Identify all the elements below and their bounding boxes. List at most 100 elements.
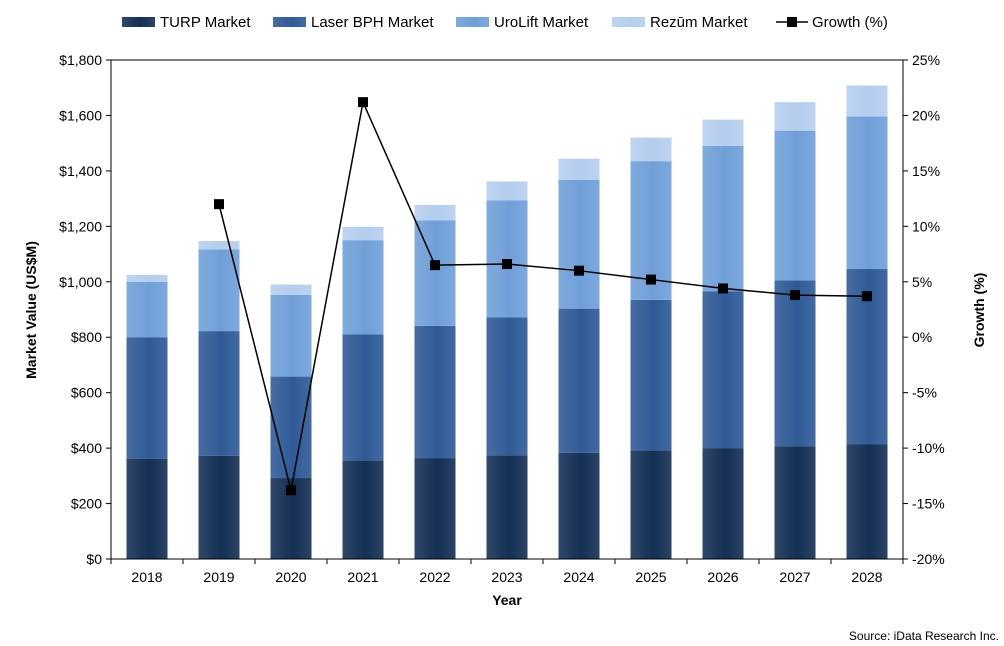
- bar-laser-bph-market-2018: [126, 337, 168, 459]
- bar-laser-bph-market-2022: [414, 325, 456, 459]
- y2-tick-label: 5%: [912, 274, 932, 290]
- bar-turp-market-2027: [774, 446, 816, 559]
- x-tick-label: 2028: [851, 569, 882, 585]
- bar-turp-market-2022: [414, 458, 456, 559]
- bar-rez-m-market-2022: [414, 204, 456, 221]
- x-tick-label: 2020: [275, 569, 306, 585]
- x-tick-label: 2025: [635, 569, 666, 585]
- growth-marker-2019: [214, 199, 224, 210]
- y-tick-label: $1,800: [59, 52, 102, 68]
- legend-label-0: TURP Market: [160, 14, 251, 31]
- y2-tick-label: -5%: [912, 385, 937, 401]
- bar-laser-bph-market-2027: [774, 280, 816, 447]
- x-axis-title: Year: [492, 592, 522, 608]
- bar-rez-m-market-2019: [198, 241, 240, 250]
- growth-marker-2025: [646, 274, 656, 285]
- growth-marker-2026: [718, 283, 728, 294]
- y-tick-label: $1,000: [59, 274, 102, 290]
- y2-tick-label: 25%: [912, 52, 940, 68]
- bar-urolift-market-2023: [486, 200, 528, 318]
- y2-tick-label: 20%: [912, 107, 940, 123]
- bar-turp-market-2018: [126, 458, 168, 559]
- y2-tick-label: 15%: [912, 163, 940, 179]
- bar-turp-market-2024: [558, 452, 600, 559]
- growth-line-layer: [214, 97, 872, 496]
- growth-marker-2028: [862, 291, 872, 302]
- legend-swatch-1: [273, 17, 306, 27]
- bar-rez-m-market-2028: [846, 85, 888, 117]
- x-tick-label: 2022: [419, 569, 450, 585]
- bar-rez-m-market-2021: [342, 226, 384, 241]
- y2-tick-label: -20%: [912, 551, 945, 567]
- legend-label-growth: Growth (%): [812, 14, 888, 31]
- legend-swatch-2: [456, 17, 489, 27]
- y-tick-label: $400: [71, 440, 102, 456]
- bar-laser-bph-market-2020: [270, 376, 312, 479]
- x-tick-label: 2024: [563, 569, 594, 585]
- bar-urolift-market-2024: [558, 179, 600, 309]
- legend-swatch-0: [122, 17, 155, 27]
- source-note: Source: iData Research Inc.: [849, 629, 999, 643]
- bar-laser-bph-market-2019: [198, 331, 240, 456]
- legend-label-1: Laser BPH Market: [311, 14, 434, 31]
- bar-urolift-market-2018: [126, 281, 168, 338]
- bar-urolift-market-2028: [846, 116, 888, 270]
- bar-laser-bph-market-2026: [702, 291, 744, 449]
- legend: TURP Market Laser BPH Market UroLift Marke…: [122, 14, 888, 31]
- y-tick-label: $1,200: [59, 218, 102, 234]
- bar-urolift-market-2019: [198, 249, 240, 332]
- bar-laser-bph-market-2025: [630, 299, 672, 451]
- legend-label-2: UroLift Market: [494, 14, 589, 31]
- bar-laser-bph-market-2023: [486, 317, 528, 456]
- y-tick-label: $200: [71, 496, 102, 512]
- growth-marker-2024: [574, 265, 584, 276]
- bar-rez-m-market-2025: [630, 137, 672, 162]
- plot-frame: [110, 59, 904, 560]
- y-tick-label: $1,600: [59, 107, 102, 123]
- y-tick-label: $1,400: [59, 163, 102, 179]
- y2-axis-title: Growth (%): [971, 273, 987, 348]
- y-tick-label: $600: [71, 385, 102, 401]
- x-tick-label: 2021: [347, 569, 378, 585]
- bar-rez-m-market-2026: [702, 119, 744, 146]
- y-tick-label: $0: [86, 551, 102, 567]
- x-tick-label: 2027: [779, 569, 810, 585]
- bar-rez-m-market-2018: [126, 274, 168, 282]
- bar-rez-m-market-2020: [270, 284, 312, 295]
- y2-tick-label: 10%: [912, 218, 940, 234]
- growth-marker-2023: [502, 259, 512, 270]
- x-tick-label: 2023: [491, 569, 522, 585]
- growth-marker-2021: [358, 97, 368, 108]
- y-axis-title: Market Value (US$M): [23, 241, 39, 379]
- growth-marker-2027: [790, 290, 800, 301]
- bar-turp-market-2023: [486, 455, 528, 559]
- y-tick-label: $800: [71, 329, 102, 345]
- bar-urolift-market-2027: [774, 130, 816, 281]
- bar-rez-m-market-2023: [486, 181, 528, 201]
- bar-turp-market-2026: [702, 448, 744, 559]
- bar-turp-market-2025: [630, 450, 672, 559]
- x-tick-label: 2026: [707, 569, 738, 585]
- bar-rez-m-market-2024: [558, 158, 600, 180]
- bar-laser-bph-market-2021: [342, 334, 384, 461]
- bar-urolift-market-2026: [702, 145, 744, 292]
- x-tick-label: 2019: [203, 569, 234, 585]
- y2-tick-label: 0%: [912, 329, 932, 345]
- legend-line-marker: [787, 17, 797, 27]
- growth-marker-2022: [430, 260, 440, 271]
- bars-layer: [126, 85, 888, 559]
- growth-line: [218, 99, 868, 491]
- legend-swatch-3: [612, 17, 645, 27]
- bar-laser-bph-market-2024: [558, 308, 600, 453]
- y2-tick-label: -10%: [912, 440, 945, 456]
- y2-tick-label: -15%: [912, 496, 945, 512]
- growth-marker-2020: [286, 485, 296, 496]
- bar-turp-market-2021: [342, 460, 384, 559]
- bar-turp-market-2028: [846, 444, 888, 559]
- bar-urolift-market-2021: [342, 240, 384, 335]
- bar-urolift-market-2020: [270, 294, 312, 377]
- axes-layer: $0 $200 $400 $600 $800 $1,000 $1,200 $1,400 $1,6…: [59, 52, 945, 585]
- bar-urolift-market-2022: [414, 220, 456, 326]
- x-tick-label: 2018: [131, 569, 162, 585]
